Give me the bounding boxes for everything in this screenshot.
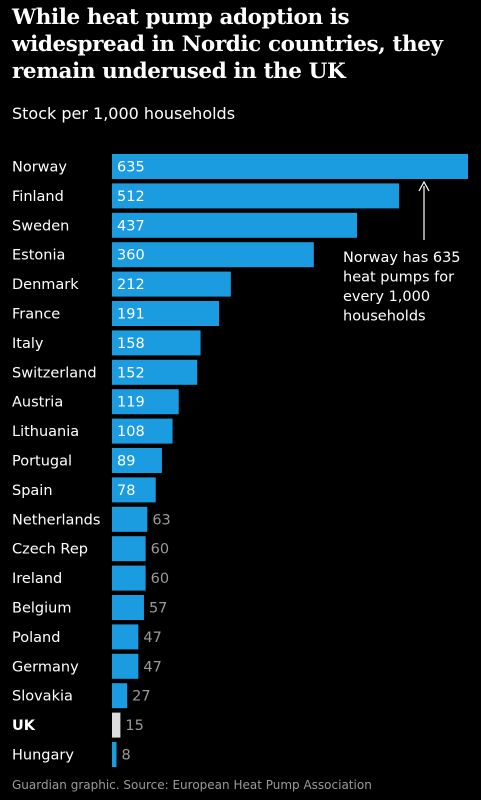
value-label-finland: 512 [117,189,145,205]
bar-belgium [112,595,144,620]
category-label-portugal: Portugal [12,454,72,470]
value-label-czech-rep: 60 [151,542,169,558]
bar-portugal [112,448,162,473]
category-label-austria: Austria [12,395,63,411]
bars-layer: Norway 635 Finland 512 Sweden 437 Estonia 360 De… [12,154,468,767]
bar-estonia [112,242,314,268]
bar-austria [112,389,179,415]
category-label-belgium: Belgium [12,601,71,617]
category-label-ireland: Ireland [12,571,62,587]
value-label-estonia: 360 [117,248,145,264]
source-note: Guardian graphic. Source: European Heat … [12,778,372,792]
bar-denmark [112,271,231,297]
category-label-switzerland: Switzerland [12,365,97,381]
bar-uk [112,712,121,738]
category-label-finland: Finland [12,189,64,205]
bar-italy [112,330,201,356]
category-label-sweden: Sweden [12,218,69,234]
value-label-germany: 47 [143,659,161,675]
annotation-text: Norway has 635 heat pumps for every 1,000 h… [343,250,461,325]
annotation-line: heat pumps for [343,270,454,286]
category-label-slovakia: Slovakia [12,689,73,705]
category-label-germany: Germany [12,659,79,675]
value-label-italy: 158 [117,336,145,352]
annotation: Norway has 635 heat pumps for every 1,000 h… [343,180,461,325]
value-label-denmark: 212 [117,277,145,293]
value-label-netherlands: 63 [152,512,170,528]
category-label-italy: Italy [12,336,44,352]
category-label-poland: Poland [12,630,60,646]
bar-lithuania [112,418,173,444]
category-label-hungary: Hungary [12,748,74,764]
value-label-sweden: 437 [117,218,145,234]
value-label-france: 191 [117,307,145,323]
bar-switzerland [112,359,198,385]
value-label-ireland: 60 [151,571,169,587]
category-label-estonia: Estonia [12,248,65,264]
value-label-uk: 15 [125,718,143,734]
value-label-norway: 635 [117,160,145,176]
chart-title: While heat pump adoption is widespread i… [12,5,443,84]
bar-france [112,301,220,326]
value-label-belgium: 57 [149,601,167,617]
bar-ireland [112,565,146,591]
annotation-line: every 1,000 [343,289,430,305]
bar-hungary [112,742,117,767]
category-label-uk: UK [12,718,36,734]
value-label-lithuania: 108 [117,424,145,440]
bar-sweden [112,212,357,238]
category-label-lithuania: Lithuania [12,424,79,440]
chart-subtitle: Stock per 1,000 households [12,104,236,123]
bar-czech-rep [112,536,146,562]
category-label-norway: Norway [12,160,67,176]
value-label-poland: 47 [143,630,161,646]
bar-netherlands [112,506,148,532]
bar-poland [112,624,139,650]
bar-germany [112,653,139,679]
value-label-portugal: 89 [117,454,135,470]
category-label-netherlands: Netherlands [12,512,100,528]
annotation-line: Norway has 635 [343,250,461,266]
bar-norway [112,154,468,179]
bar-finland [112,183,400,209]
bar-slovakia [112,683,128,709]
value-label-spain: 78 [117,483,135,499]
annotation-arrowhead-icon [418,180,430,192]
category-label-spain: Spain [12,483,53,499]
category-label-denmark: Denmark [12,277,79,293]
bar-spain [112,477,156,503]
bar-chart: Norway 635 Finland 512 Sweden 437 Estonia 360 De… [12,154,468,767]
annotation-line: households [343,309,426,325]
category-label-czech-rep: Czech Rep [12,542,88,558]
value-label-slovakia: 27 [132,689,150,705]
value-label-austria: 119 [117,395,145,411]
value-label-hungary: 8 [121,748,130,764]
category-label-france: France [12,307,60,323]
value-label-switzerland: 152 [117,365,145,381]
